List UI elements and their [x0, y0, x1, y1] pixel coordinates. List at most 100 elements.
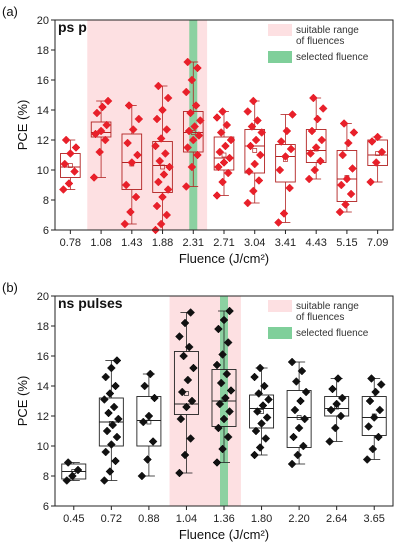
legend-suitable-line: of fluences	[296, 36, 344, 47]
box-mean	[252, 148, 258, 153]
data-point-1.43-3	[121, 180, 131, 190]
data-point-0.72-13	[111, 381, 120, 391]
data-point-0.45-1	[68, 471, 77, 481]
data-point-1.08-0	[89, 173, 99, 182]
data-point-1.80-4	[257, 419, 266, 428]
data-point-0.72-1	[105, 467, 115, 476]
data-point-2.20-0	[287, 459, 297, 469]
data-point-0.72-8	[113, 414, 123, 424]
data-point-3.65-9	[367, 374, 376, 383]
data-point-1.04-3	[176, 414, 186, 424]
data-point-2.31-12	[187, 75, 197, 85]
data-point-1.36-10	[222, 369, 232, 379]
data-point-3.65-7	[371, 387, 380, 397]
x-tick-label: 1.08	[90, 237, 111, 249]
x-tick-label: 7.09	[367, 237, 388, 249]
panel-b-chart: (b) ns pulses suitable range of fluences sel…	[2, 280, 394, 542]
data-point-0.72-4	[106, 440, 116, 449]
data-point-0.72-9	[104, 408, 113, 418]
x-tick-label: 2.64	[326, 513, 347, 525]
data-point-4.43-2	[316, 156, 325, 166]
box-iqr	[244, 129, 266, 174]
data-point-1.04-1	[180, 450, 190, 460]
data-point-0.72-14	[101, 372, 111, 382]
data-point-2.31-9	[186, 108, 195, 118]
data-point-3.04-7	[251, 135, 261, 145]
data-point-4.43-7	[313, 114, 322, 124]
legend-selected-swatch	[268, 327, 292, 339]
data-point-0.45-2	[73, 465, 83, 475]
data-point-0.88-2	[148, 437, 158, 446]
data-point-1.36-16	[225, 306, 234, 316]
data-point-3.04-9	[247, 122, 257, 131]
data-point-3.04-8	[257, 128, 267, 137]
data-point-1.36-4	[219, 414, 229, 424]
data-point-0.72-15	[106, 363, 116, 373]
data-point-2.31-1	[187, 162, 197, 172]
data-point-0.72-11	[99, 395, 109, 404]
box-iqr	[361, 396, 387, 436]
box-1.04	[173, 312, 199, 474]
data-point-2.71-3	[214, 162, 223, 172]
data-point-1.43-8	[134, 114, 144, 124]
x-tick-label: 2.71	[213, 237, 234, 249]
x-tick-label: 0.45	[63, 513, 84, 525]
panel-label: (b)	[2, 280, 18, 295]
data-point-0.88-5	[150, 393, 159, 403]
data-point-2.64-5	[337, 393, 347, 403]
legend-suitable-line: of fluences	[296, 312, 344, 323]
data-point-2.31-8	[195, 116, 205, 125]
data-point-2.64-6	[328, 384, 337, 394]
box-iqr	[336, 150, 358, 202]
x-tick-label: 0.78	[60, 237, 81, 249]
data-point-2.31-7	[190, 122, 200, 131]
data-point-0.78-6	[61, 135, 71, 145]
data-point-1.04-7	[183, 375, 193, 385]
box-iqr	[121, 133, 143, 190]
data-point-0.88-7	[145, 369, 155, 379]
data-point-2.20-1	[293, 450, 303, 460]
data-point-0.78-0	[59, 185, 68, 194]
data-point-3.04-12	[248, 96, 258, 106]
legend-selected-swatch	[268, 51, 292, 63]
data-point-3.65-6	[365, 396, 375, 406]
data-point-1.36-12	[218, 350, 227, 359]
y-tick-label: 16	[37, 351, 49, 363]
data-point-3.41-5	[286, 144, 296, 154]
data-point-1.04-5	[187, 396, 197, 406]
data-point-4.43-5	[317, 135, 327, 145]
data-point-2.31-13	[193, 63, 202, 73]
data-point-1.04-4	[182, 402, 191, 412]
data-point-1.80-0	[250, 450, 259, 460]
x-axis-label: Fluence (J/cm²)	[179, 527, 269, 542]
x-tick-label: 1.88	[152, 237, 173, 249]
x-tick-label: 3.04	[244, 237, 265, 249]
data-point-5.15-1	[341, 200, 350, 209]
data-point-1.04-2	[186, 434, 195, 443]
data-point-2.20-9	[291, 377, 301, 386]
data-point-1.36-11	[212, 360, 222, 370]
data-point-7.09-0	[366, 177, 375, 187]
data-point-2.31-6	[184, 126, 194, 136]
data-point-0.72-5	[112, 432, 122, 442]
data-point-1.43-4	[127, 158, 137, 167]
box-2.20	[286, 361, 312, 465]
x-tick-label: 5.15	[336, 237, 357, 249]
data-point-2.71-6	[215, 147, 225, 157]
y-axis-label: PCE (%)	[15, 100, 30, 151]
y-tick-label: 6	[43, 501, 49, 513]
data-point-0.72-6	[102, 426, 112, 436]
data-point-7.09-3	[367, 137, 377, 146]
data-point-1.80-9	[254, 389, 264, 398]
data-point-2.64-2	[336, 411, 346, 421]
data-point-2.71-10	[222, 120, 232, 130]
data-point-0.45-0	[62, 476, 72, 485]
y-tick-label: 8	[43, 195, 49, 207]
data-point-2.20-4	[294, 423, 304, 433]
x-tick-label: 0.88	[138, 513, 159, 525]
data-point-2.20-6	[290, 405, 300, 415]
legend-suitable-line: suitable range	[296, 301, 359, 312]
box-iqr	[275, 144, 296, 183]
box-iqr	[173, 351, 199, 415]
